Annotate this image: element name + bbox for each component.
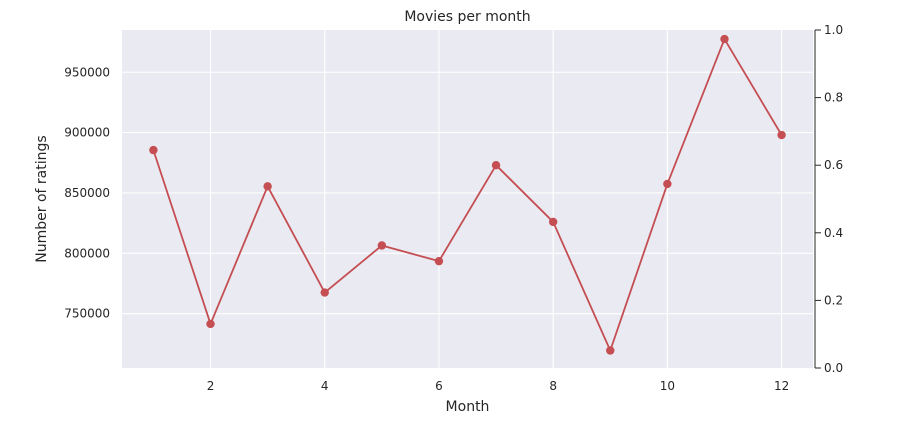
x-tick-label: 4: [321, 379, 329, 393]
y-tick-label: 950000: [64, 65, 110, 79]
data-point: [606, 346, 615, 355]
grid-lines: [122, 30, 813, 368]
data-point: [263, 182, 272, 191]
data-point: [777, 130, 786, 140]
data-point: [320, 288, 329, 297]
y-tick-label: 850000: [64, 186, 110, 200]
plot-background: [122, 30, 813, 368]
x-tick-label: 2: [207, 379, 215, 393]
y2-tick-label: 0.2: [824, 293, 843, 307]
y2-tick-label: 0.0: [824, 361, 843, 375]
series-line: [152, 38, 783, 352]
secondary-y-axis: 0.0 0.2 0.4 0.6 0.8 1.0: [814, 23, 843, 375]
x-tick-label: 6: [435, 379, 443, 393]
y-axis-label: Number of ratings: [34, 135, 50, 262]
y-tick-label: 800000: [64, 246, 110, 260]
data-point: [149, 145, 158, 155]
x-tick-label: 10: [660, 379, 675, 393]
x-tick-labels: 2 4 6 8 10 12: [207, 379, 790, 393]
data-point: [548, 217, 558, 227]
data-point: [206, 319, 215, 329]
data-point: [377, 241, 387, 250]
y-tick-labels: 750000 800000 850000 900000 950000: [64, 65, 110, 320]
series-layer: [149, 34, 786, 355]
y-tick-label: 900000: [64, 126, 110, 140]
y-tick-label: 750000: [64, 307, 110, 321]
x-tick-label: 12: [774, 379, 789, 393]
y2-tick-label: 0.4: [824, 226, 843, 240]
data-point: [720, 34, 729, 44]
y2-tick-label: 0.8: [824, 91, 843, 105]
x-axis-label: Month: [446, 399, 490, 415]
y2-tick-label: 1.0: [824, 23, 843, 37]
chart-title: Movies per month: [404, 9, 530, 25]
data-point: [663, 179, 672, 189]
y2-tick-label: 0.6: [824, 158, 843, 172]
x-tick-label: 8: [549, 379, 557, 393]
data-point: [491, 161, 501, 170]
data-point: [434, 256, 444, 266]
